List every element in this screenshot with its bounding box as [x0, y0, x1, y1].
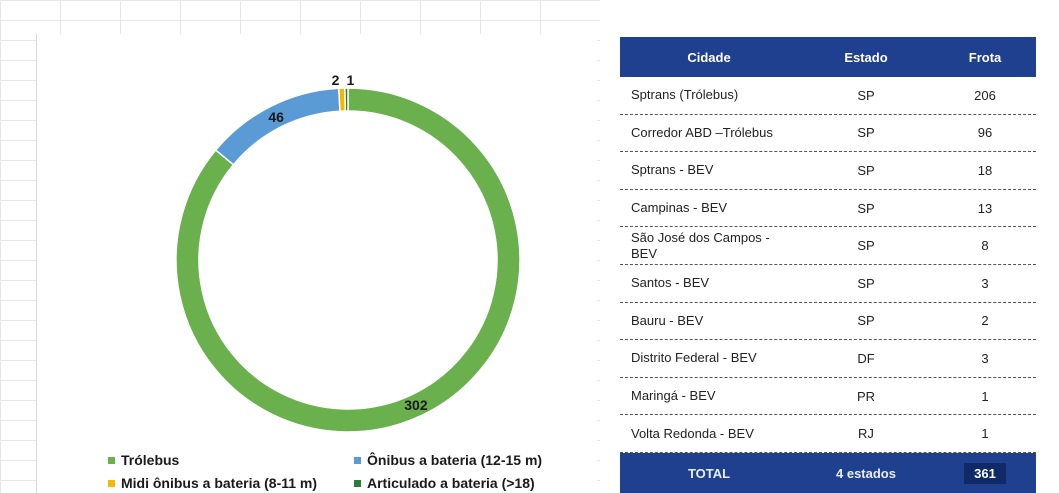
legend-label: Articulado a bateria (>18) — [367, 475, 535, 491]
table-row: Sptrans - BEV SP 18 — [620, 152, 1036, 190]
footer-total-label: TOTAL — [687, 465, 731, 481]
legend-label: Midi ônibus a bateria (8-11 m) — [121, 475, 318, 491]
legend-swatch — [108, 456, 115, 464]
cell-state: SP — [857, 162, 875, 178]
table-row: Corredor ABD –Trólebus SP 96 — [620, 115, 1036, 153]
cell-city: Corredor ABD –Trólebus — [631, 124, 773, 140]
header-fleet: Frota — [968, 49, 1002, 65]
donut-slice — [175, 87, 521, 433]
table-row: Volta Redonda - BEV RJ 1 — [620, 415, 1036, 453]
legend-swatch — [354, 456, 361, 464]
table-header: Cidade Estado Frota — [620, 37, 1036, 77]
header-city: Cidade — [687, 49, 731, 65]
cell-state: SP — [857, 87, 875, 103]
legend-item-onibus-bateria: Ônibus a bateria (12-15 m) — [354, 452, 542, 468]
cell-fleet: 3 — [981, 350, 989, 366]
cell-city: Santos - BEV — [631, 275, 710, 291]
legend-item-midi-onibus: Midi ônibus a bateria (8-11 m) — [108, 475, 317, 491]
legend-swatch — [354, 479, 361, 487]
legend-item-articulado: Articulado a bateria (>18) — [354, 475, 535, 491]
data-label: 1 — [346, 72, 354, 88]
donut-slice — [344, 87, 349, 112]
table-row: São José dos Campos - BEV SP 8 — [620, 227, 1036, 265]
data-label: 46 — [268, 109, 284, 125]
cell-state: SP — [857, 238, 875, 254]
cell-fleet: 13 — [977, 200, 993, 216]
table-row: Bauru - BEV SP 2 — [620, 303, 1036, 341]
cell-state: SP — [857, 313, 875, 329]
table-row: Sptrans (Trólebus) SP 206 — [620, 77, 1036, 115]
header-state: Estado — [844, 49, 888, 65]
cell-fleet: 206 — [974, 87, 996, 103]
cell-state: SP — [857, 200, 875, 216]
cell-city: Volta Redonda - BEV — [631, 425, 754, 441]
table-body: Sptrans (Trólebus) SP 206 Corredor ABD –Tró… — [620, 77, 1036, 453]
cell-state: SP — [857, 125, 875, 141]
table-row: Campinas - BEV SP 13 — [620, 190, 1036, 228]
cell-state: RJ — [858, 426, 874, 442]
cell-city: Distrito Federal - BEV — [631, 350, 757, 366]
cell-city: Sptrans (Trólebus) — [631, 87, 739, 103]
cell-city: São José dos Campos - BEV — [631, 229, 770, 261]
cell-city: Maringá - BEV — [631, 388, 716, 404]
legend-swatch — [108, 479, 115, 487]
cell-city: Bauru - BEV — [631, 312, 704, 328]
cell-fleet: 18 — [977, 162, 993, 178]
cell-fleet: 1 — [981, 388, 989, 404]
cell-city: Sptrans - BEV — [631, 162, 714, 178]
cell-fleet: 8 — [981, 238, 989, 254]
table-row: Santos - BEV SP 3 — [620, 265, 1036, 303]
donut-slice — [214, 87, 341, 166]
cell-fleet: 3 — [981, 275, 989, 291]
cell-state: DF — [857, 350, 875, 366]
cell-city: Campinas - BEV — [631, 200, 728, 216]
total-value-box: 361 — [964, 462, 1006, 484]
cell-state: SP — [857, 275, 875, 291]
legend-label: Trólebus — [121, 452, 180, 468]
cell-fleet: 1 — [981, 426, 989, 442]
footer-states: 4 estados — [836, 465, 896, 481]
cell-fleet: 96 — [977, 125, 993, 141]
fleet-table: Cidade Estado Frota Sptrans (Trólebus) SP… — [620, 37, 1036, 493]
donut-chart-svg: 302 46 2 1 — [175, 72, 521, 433]
cell-state: PR — [856, 388, 876, 404]
table-footer: TOTAL 4 estados 361 — [620, 453, 1036, 493]
table-row: Distrito Federal - BEV DF 3 — [620, 340, 1036, 378]
legend-label: Ônibus a bateria (12-15 m) — [367, 452, 543, 468]
cell-fleet: 2 — [981, 313, 989, 329]
legend-item-trolebus: Trólebus — [108, 452, 179, 468]
donut-chart: 302 46 2 1 — [36, 34, 597, 493]
footer-total-value: 361 — [934, 462, 1036, 484]
data-label: 302 — [404, 397, 428, 413]
data-label: 2 — [332, 72, 340, 88]
table-row: Maringá - BEV PR 1 — [620, 378, 1036, 416]
